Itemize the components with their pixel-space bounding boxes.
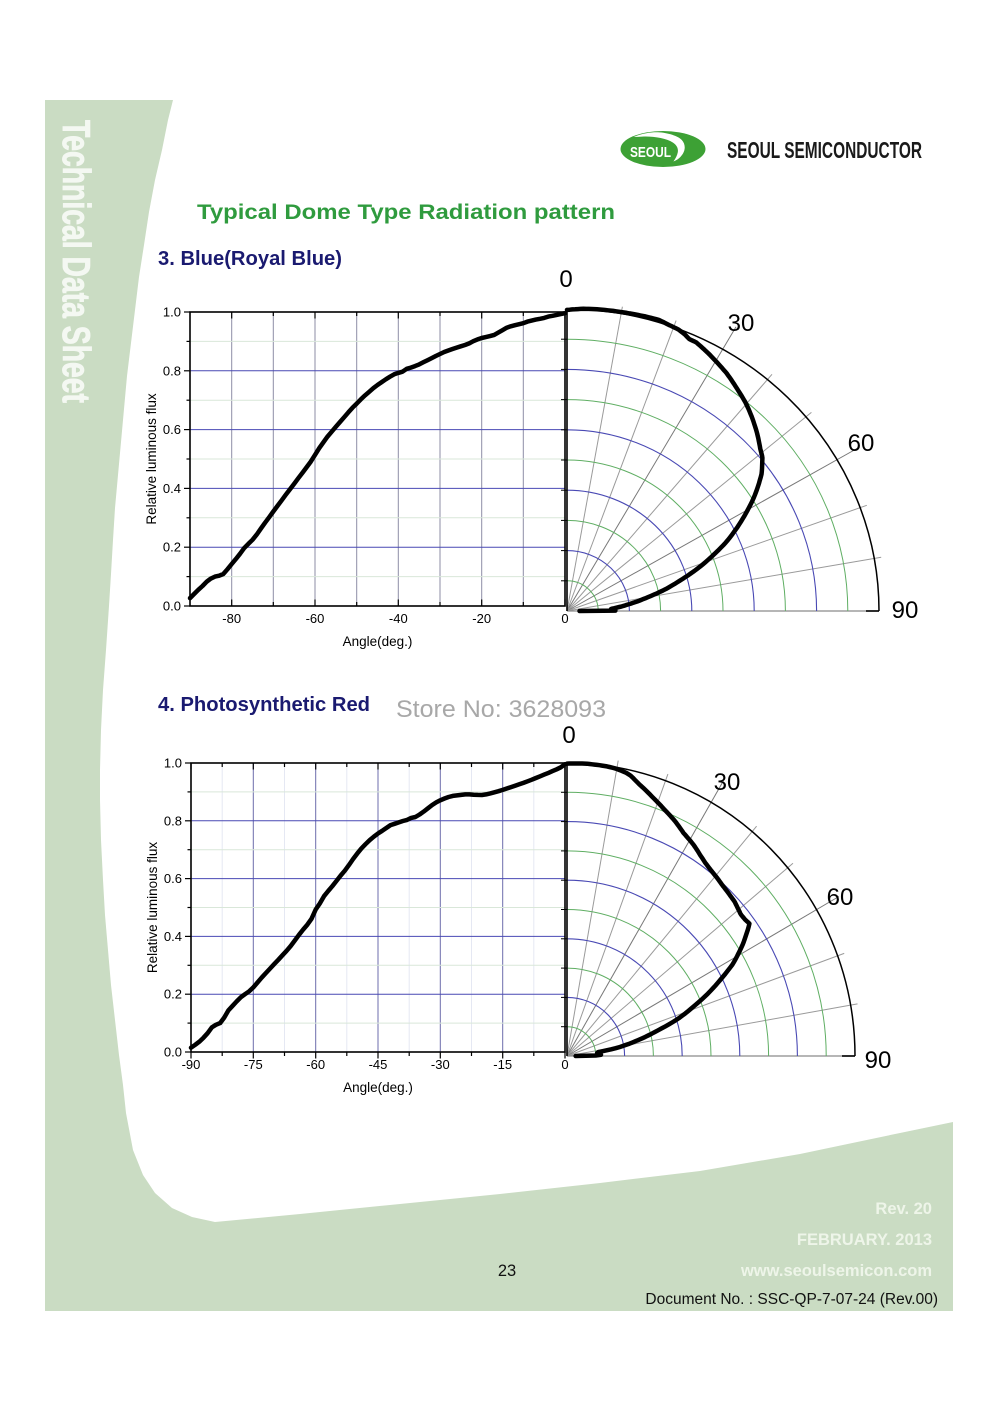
svg-text:-80: -80 (222, 611, 241, 626)
svg-text:-15: -15 (493, 1057, 512, 1072)
svg-text:www.seoulsemicon.com: www.seoulsemicon.com (740, 1262, 932, 1280)
svg-text:0.2: 0.2 (164, 987, 182, 1002)
svg-text:-60: -60 (306, 611, 325, 626)
svg-text:0.8: 0.8 (164, 813, 182, 828)
svg-text:3. Blue(Royal Blue): 3. Blue(Royal Blue) (158, 248, 342, 270)
svg-text:Document No. : SSC-QP-7-07-24: Document No. : SSC-QP-7-07-24 (Rev.00) (645, 1291, 938, 1308)
svg-text:0: 0 (562, 722, 575, 749)
svg-text:60: 60 (827, 884, 854, 911)
svg-text:-90: -90 (182, 1057, 201, 1072)
svg-text:90: 90 (865, 1047, 892, 1074)
svg-text:Angle(deg.): Angle(deg.) (343, 1080, 413, 1095)
svg-text:-40: -40 (389, 611, 408, 626)
svg-text:SEOUL: SEOUL (630, 144, 671, 161)
svg-text:-75: -75 (244, 1057, 263, 1072)
svg-text:FEBRUARY. 2013: FEBRUARY. 2013 (797, 1231, 932, 1249)
svg-text:Relative luminous flux: Relative luminous flux (145, 842, 160, 974)
svg-text:1.0: 1.0 (163, 305, 181, 320)
svg-text:Rev. 20: Rev. 20 (875, 1200, 932, 1218)
svg-text:0.4: 0.4 (163, 481, 181, 496)
svg-text:0.6: 0.6 (163, 422, 181, 437)
svg-text:90: 90 (892, 597, 919, 624)
svg-text:0.2: 0.2 (163, 540, 181, 555)
svg-text:0.8: 0.8 (163, 363, 181, 378)
svg-text:Technical Data Sheet: Technical Data Sheet (54, 120, 97, 403)
svg-text:30: 30 (714, 769, 741, 796)
svg-text:0.0: 0.0 (164, 1045, 182, 1060)
svg-text:30: 30 (728, 310, 755, 337)
svg-text:-45: -45 (369, 1057, 388, 1072)
svg-text:60: 60 (848, 430, 875, 457)
svg-text:Relative luminous flux: Relative luminous flux (144, 393, 159, 525)
svg-text:23: 23 (498, 1262, 516, 1280)
svg-text:0: 0 (561, 611, 568, 626)
svg-text:-60: -60 (306, 1057, 325, 1072)
svg-text:Store No: 3628093: Store No: 3628093 (396, 696, 606, 723)
svg-text:-20: -20 (472, 611, 491, 626)
svg-text:0: 0 (561, 1057, 568, 1072)
svg-text:0.4: 0.4 (164, 929, 182, 944)
svg-text:0.6: 0.6 (164, 871, 182, 886)
svg-text:Typical Dome Type Radiation pa: Typical Dome Type Radiation pattern (197, 200, 615, 224)
svg-text:0: 0 (559, 266, 572, 293)
svg-text:4. Photosynthetic Red: 4. Photosynthetic Red (158, 694, 370, 716)
svg-text:Angle(deg.): Angle(deg.) (343, 634, 413, 649)
svg-text:1.0: 1.0 (164, 756, 182, 771)
svg-text:SEOUL SEMICONDUCTOR: SEOUL SEMICONDUCTOR (727, 137, 922, 163)
svg-text:-30: -30 (431, 1057, 450, 1072)
svg-text:0.0: 0.0 (163, 599, 181, 614)
